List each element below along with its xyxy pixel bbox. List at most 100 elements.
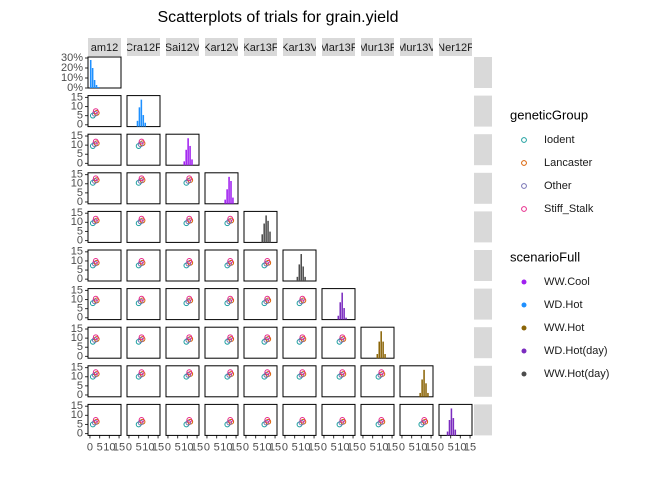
x-tick-label: 10: [220, 441, 232, 453]
histogram-bar: [267, 220, 269, 243]
scatter-point: [91, 419, 98, 426]
scatter-point: [264, 295, 271, 302]
legend-label: Stiff_Stalk: [544, 203, 594, 215]
legend-title: scenarioFull: [510, 249, 580, 264]
x-tick-label: 0: [204, 441, 210, 453]
panel-border: [165, 365, 200, 398]
y-tick-label: 15: [71, 91, 83, 103]
scatter-point: [227, 258, 234, 264]
scatter-point: [137, 218, 144, 225]
scatter-point: [137, 298, 144, 305]
panel-border: [126, 249, 161, 282]
legend-key: [521, 206, 527, 212]
histogram-bar: [302, 266, 304, 281]
scatter-point: [298, 419, 305, 426]
x-tick-label: 5: [292, 441, 298, 453]
scatter-point: [185, 218, 192, 225]
y-tick-label: 5: [77, 341, 83, 353]
strip-top: [361, 38, 394, 56]
legend-label: WW.Hot(day): [544, 368, 609, 380]
strip-right: [474, 211, 492, 243]
scatter-point: [226, 372, 233, 378]
scatter-point: [339, 417, 346, 423]
y-tick-label: 15: [71, 169, 83, 181]
scatter-point: [91, 141, 98, 148]
scatter-point: [138, 334, 145, 341]
histogram-bar: [191, 159, 193, 166]
scatter-point: [339, 369, 346, 376]
scatter-point: [263, 372, 270, 378]
legend-key: [521, 302, 527, 308]
scatter-point: [227, 295, 234, 302]
y-tick-label: 5: [77, 110, 83, 122]
y-tick-label: 10: [71, 293, 83, 305]
x-tick-label: 10: [376, 441, 388, 453]
scatter-point: [378, 369, 385, 376]
scatter-point: [185, 419, 192, 426]
strip-right: [474, 327, 492, 359]
y-tick-label: 20%: [61, 62, 83, 74]
panel-border: [243, 249, 278, 282]
legend-key: [521, 371, 527, 377]
legend-label: Other: [544, 180, 572, 192]
x-tick-label: 0: [399, 441, 405, 453]
histogram-bar: [261, 234, 264, 243]
histogram-bar: [226, 189, 228, 204]
scatter-point: [138, 175, 145, 182]
x-tick-label: 0: [360, 441, 366, 453]
scatter-point: [138, 258, 145, 264]
y-tick-label: 5: [77, 380, 83, 392]
y-tick-label: 10: [71, 178, 83, 190]
scatter-point: [299, 334, 306, 341]
x-tick-label: 15: [308, 441, 320, 453]
scatter-point: [186, 258, 193, 264]
histogram-bar: [89, 60, 92, 88]
panel-border: [204, 210, 239, 243]
panel-border: [243, 288, 278, 321]
histogram-bar: [136, 120, 139, 127]
panel-border: [165, 210, 200, 243]
scatter-point: [137, 337, 144, 343]
panel-border: [243, 326, 278, 359]
legend-key: [521, 160, 527, 166]
histogram-bar: [189, 145, 191, 166]
strip-label: Cra12F: [125, 42, 162, 54]
strip-right: [474, 95, 492, 127]
panel-border: [321, 288, 356, 321]
panel-border: [321, 403, 356, 436]
panel-border: [282, 403, 317, 436]
scatter-point: [92, 108, 99, 114]
strip-top: [166, 38, 199, 56]
panel-border: [126, 403, 161, 436]
panel-border: [282, 288, 317, 321]
y-tick-label: 0%: [67, 82, 83, 94]
scatter-point: [186, 417, 193, 423]
panel-border: [87, 288, 122, 321]
histogram-bar: [454, 429, 457, 436]
y-tick-label: 0: [77, 234, 83, 246]
x-tick-label: 0: [165, 441, 171, 453]
scatter-point: [138, 215, 145, 222]
scatter-point: [185, 298, 192, 305]
scatter-point: [91, 298, 98, 305]
x-tick-label: 5: [175, 441, 181, 453]
y-tick-label: 15: [71, 323, 83, 335]
scatter-point: [91, 372, 98, 378]
panel-border: [87, 95, 122, 128]
legend-key: [521, 183, 527, 189]
strip-top: [88, 38, 121, 56]
panel-border: [126, 210, 161, 243]
scatter-point: [92, 417, 99, 423]
x-tick-label: 0: [282, 441, 288, 453]
panel-border: [126, 133, 161, 166]
scatter-point: [264, 369, 271, 376]
y-tick-label: 15: [71, 362, 83, 374]
x-tick-label: 0: [321, 441, 327, 453]
panel-border: [165, 249, 200, 282]
scatter-point: [264, 334, 271, 341]
scatter-point: [378, 417, 385, 423]
y-tick-label: 15: [71, 130, 83, 142]
panel-border: [282, 326, 317, 359]
legend-key: [521, 137, 527, 143]
